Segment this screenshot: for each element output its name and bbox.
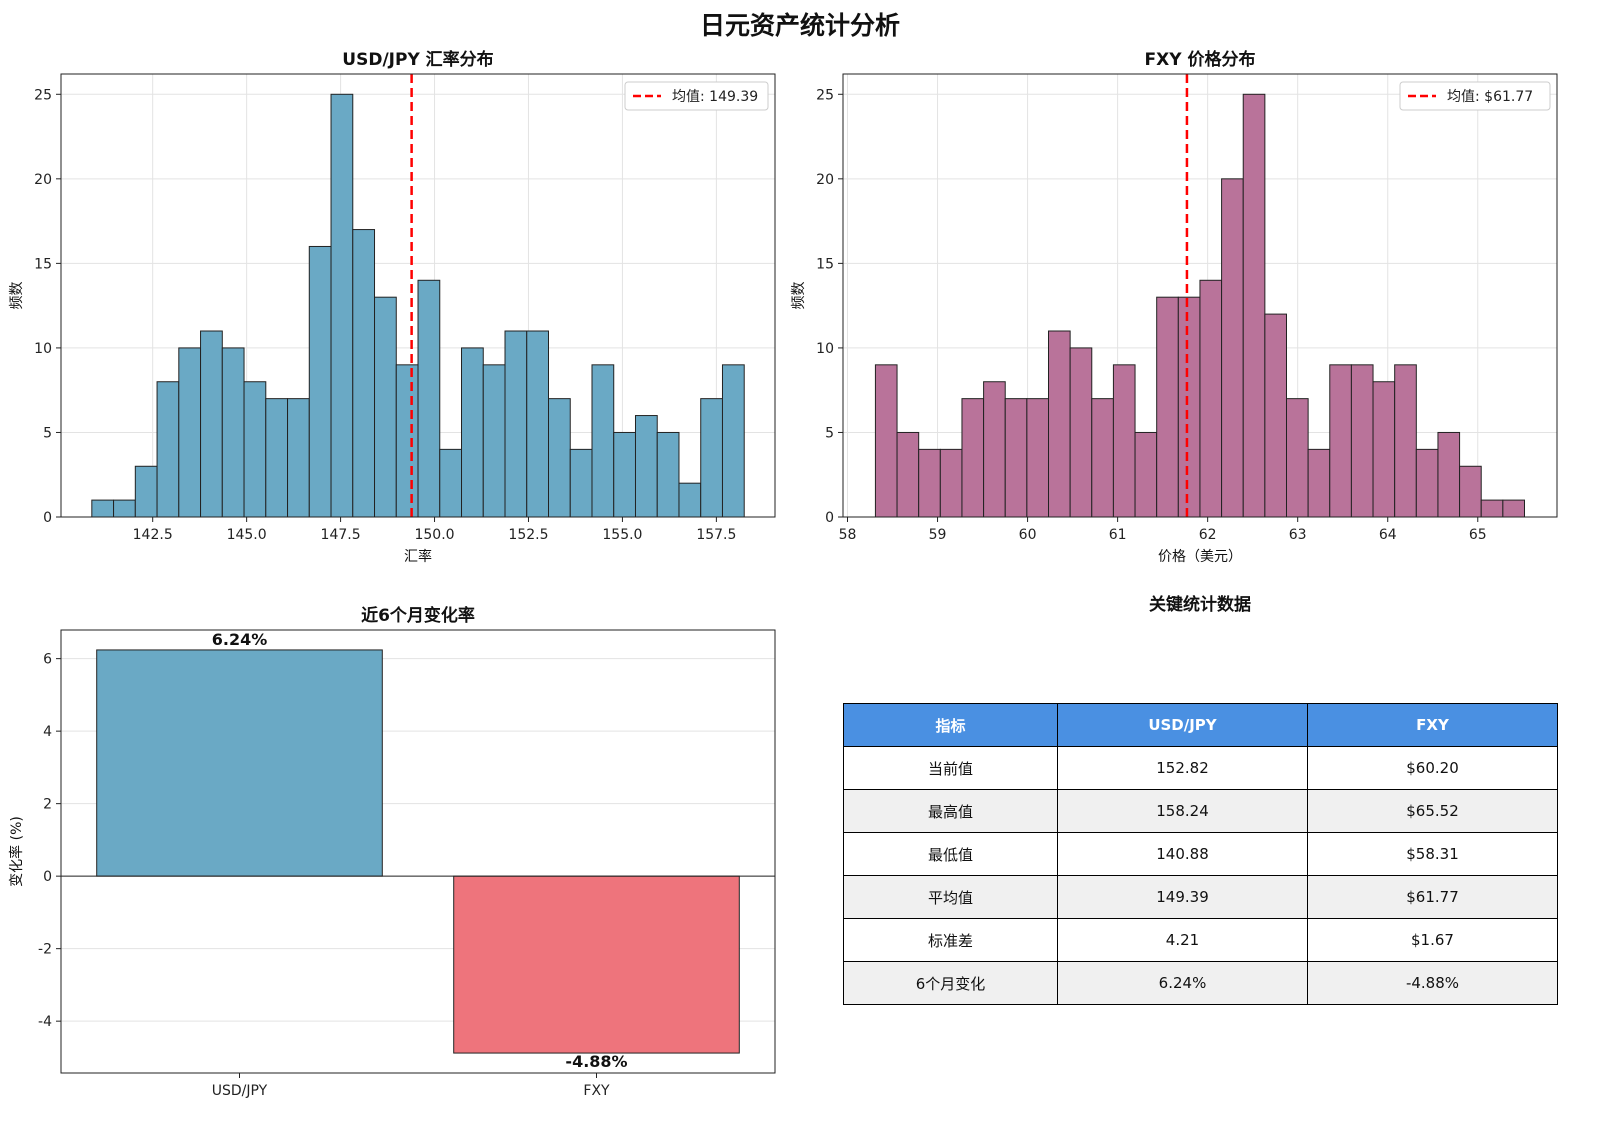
y-axis-label: 频数	[9, 282, 25, 310]
chart-title: USD/JPY 汇率分布	[342, 49, 493, 70]
y-tick-label: 25	[816, 87, 834, 103]
x-tick-label: 58	[839, 527, 857, 543]
x-axis-label: 价格（美元）	[1158, 549, 1242, 565]
y-tick-label: 6	[43, 652, 52, 668]
plot-frame	[842, 73, 1558, 518]
x-tick-label: 63	[1289, 527, 1307, 543]
x-tick-label: 147.5	[321, 527, 361, 543]
table-row: 最低值 140.88 $58.31	[843, 832, 1558, 876]
bar-value-label: -4.88%	[565, 1052, 627, 1071]
y-tick-label: 5	[43, 425, 52, 441]
y-tick-label: 2	[43, 797, 52, 813]
y-tick-label: 25	[34, 87, 52, 103]
table-cell: 最高值	[843, 789, 1058, 833]
table-cell: -4.88%	[1307, 961, 1558, 1005]
table-cell: 最低值	[843, 832, 1058, 876]
y-tick-label: 15	[34, 256, 52, 272]
x-tick-label: 155.0	[602, 527, 642, 543]
table-cell: $60.20	[1307, 746, 1558, 790]
y-axis-label: 频数	[791, 282, 807, 310]
y-tick-label: 20	[816, 172, 834, 188]
y-tick-label: 15	[816, 256, 834, 272]
y-tick-label: 20	[34, 172, 52, 188]
x-tick-label: 65	[1469, 527, 1487, 543]
table-cell: 6.24%	[1057, 961, 1308, 1005]
x-tick-label: 150.0	[414, 527, 454, 543]
y-tick-label: 5	[825, 425, 834, 441]
y-tick-label: 0	[43, 510, 52, 526]
stats-table: 指标 USD/JPY FXY 当前值 152.82 $60.20 最高值 158…	[843, 703, 1558, 1005]
x-tick-label: FXY	[583, 1083, 610, 1099]
change-bar	[453, 875, 740, 1054]
y-tick-label: -4	[38, 1014, 52, 1030]
table-cell: 6个月变化	[843, 961, 1058, 1005]
table-cell: 158.24	[1057, 789, 1308, 833]
x-tick-label: 61	[1109, 527, 1127, 543]
table-cell: 当前值	[843, 746, 1058, 790]
table-cell: 4.21	[1057, 918, 1308, 962]
y-tick-label: 4	[43, 724, 52, 740]
table-cell: $65.52	[1307, 789, 1558, 833]
y-tick-label: 0	[825, 510, 834, 526]
y-tick-label: -2	[38, 942, 52, 958]
table-cell: $1.67	[1307, 918, 1558, 962]
chart-title: FXY 价格分布	[1145, 49, 1256, 70]
table-row: 标准差 4.21 $1.67	[843, 918, 1558, 962]
legend-label: 均值: $61.77	[1447, 89, 1533, 105]
x-tick-label: 152.5	[508, 527, 548, 543]
table-row: 当前值 152.82 $60.20	[843, 746, 1558, 790]
chart-title: 近6个月变化率	[361, 605, 475, 626]
x-tick-label: USD/JPY	[212, 1083, 268, 1099]
y-tick-label: 10	[34, 341, 52, 357]
table-header-cell: USD/JPY	[1057, 703, 1308, 747]
legend-label: 均值: 149.39	[672, 89, 758, 105]
table-cell: 152.82	[1057, 746, 1308, 790]
table-header-cell: FXY	[1307, 703, 1558, 747]
table-cell: $61.77	[1307, 875, 1558, 919]
table-cell: 149.39	[1057, 875, 1308, 919]
table-cell: $58.31	[1307, 832, 1558, 876]
x-tick-label: 64	[1379, 527, 1397, 543]
x-tick-label: 62	[1199, 527, 1217, 543]
table-cell: 140.88	[1057, 832, 1308, 876]
plot-frame	[60, 73, 776, 518]
bar-value-label: 6.24%	[212, 630, 268, 649]
y-tick-label: 0	[43, 869, 52, 885]
table-row: 6个月变化 6.24% -4.88%	[843, 961, 1558, 1005]
table-header-row: 指标 USD/JPY FXY	[843, 703, 1558, 747]
table-header-cell: 指标	[843, 703, 1058, 747]
figure-title: 日元资产统计分析	[699, 11, 900, 40]
table-cell: 平均值	[843, 875, 1058, 919]
x-tick-label: 157.5	[696, 527, 736, 543]
table-cell: 标准差	[843, 918, 1058, 962]
legend-box	[1399, 81, 1551, 111]
x-axis-label: 汇率	[404, 548, 432, 565]
stats-table-title: 关键统计数据	[1149, 595, 1251, 615]
y-tick-label: 10	[816, 341, 834, 357]
y-axis-label: 变化率 (%)	[8, 816, 25, 887]
x-tick-label: 145.0	[227, 527, 267, 543]
change-bar	[96, 649, 383, 877]
x-tick-label: 142.5	[133, 527, 173, 543]
x-tick-label: 59	[929, 527, 947, 543]
legend-box	[624, 81, 769, 111]
plot-frame	[60, 629, 776, 1074]
table-row: 平均值 149.39 $61.77	[843, 875, 1558, 919]
x-tick-label: 60	[1019, 527, 1037, 543]
table-row: 最高值 158.24 $65.52	[843, 789, 1558, 833]
